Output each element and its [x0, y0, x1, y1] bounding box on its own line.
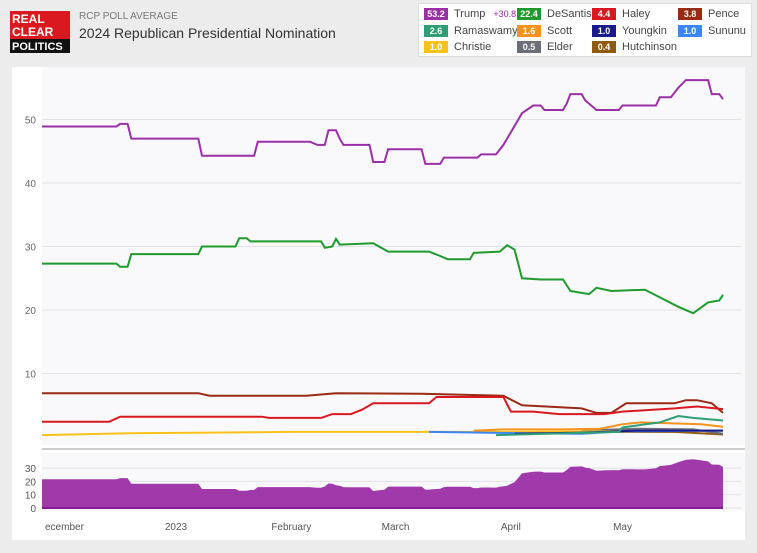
spread-y-tick-label: 30	[25, 464, 37, 475]
series-line-haley[interactable]	[42, 396, 724, 423]
x-tick-label: 2023	[165, 522, 188, 533]
legend-item-christie[interactable]: 1.0 Christie	[424, 40, 491, 54]
legend-item-sununu[interactable]: 1.0 Sununu	[678, 24, 746, 38]
y-tick-label: 20	[25, 306, 37, 317]
series-line-scott[interactable]	[473, 421, 724, 432]
legend: 53.2 Trump +30.8 22.4 DeSantis 4.4 Haley 3.8 Pen…	[418, 3, 752, 57]
y-tick-label: 30	[25, 243, 37, 254]
legend-spread: +30.8	[493, 9, 517, 19]
legend-value-badge: 0.5	[517, 41, 541, 53]
legend-value-badge: 4.4	[592, 8, 616, 20]
legend-name: Hutchinson	[622, 41, 678, 53]
legend-name: Haley	[622, 8, 651, 20]
legend-value-badge: 1.6	[517, 25, 541, 37]
x-tick-label: February	[271, 522, 311, 533]
rcp-logo: REAL CLEAR POLITICS	[10, 11, 70, 53]
series-line-trump[interactable]	[42, 79, 724, 165]
legend-item-hutchinson[interactable]: 0.4 Hutchinson	[592, 40, 677, 54]
spread-y-tick-label: 0	[30, 504, 36, 515]
legend-item-desantis[interactable]: 22.4 DeSantis	[517, 7, 592, 21]
series-line-pence[interactable]	[42, 392, 724, 414]
series-line-christie[interactable]	[41, 429, 724, 437]
x-tick-label: March	[382, 522, 410, 533]
y-tick-label: 10	[25, 370, 37, 381]
legend-item-trump[interactable]: 53.2 Trump +30.8	[424, 7, 516, 21]
legend-value-badge: 1.0	[592, 25, 616, 37]
legend-value-badge: 1.0	[424, 41, 448, 53]
legend-item-scott[interactable]: 1.6 Scott	[517, 24, 572, 38]
svg-text:REAL: REAL	[12, 12, 45, 26]
legend-value-badge: 22.4	[517, 8, 541, 20]
legend-name: Scott	[547, 25, 573, 37]
legend-name: Christie	[454, 41, 492, 53]
series-line-desantis[interactable]	[42, 236, 724, 315]
chart-kicker: RCP POLL AVERAGE	[79, 11, 178, 22]
legend-value-badge: 53.2	[424, 8, 448, 20]
x-tick-label: April	[501, 522, 521, 533]
svg-text:POLITICS: POLITICS	[12, 41, 63, 53]
x-tick-label: ecember	[45, 522, 85, 533]
legend-item-pence[interactable]: 3.8 Pence	[678, 7, 739, 21]
legend-item-elder[interactable]: 0.5 Elder	[517, 40, 573, 54]
x-tick-label: May	[613, 522, 632, 533]
legend-value-badge: 3.8	[678, 8, 702, 20]
svg-text:CLEAR: CLEAR	[12, 25, 54, 39]
spread-y-tick-label: 20	[25, 477, 37, 488]
legend-value-badge: 0.4	[592, 41, 616, 53]
chart-title: 2024 Republican Presidential Nomination	[79, 25, 336, 41]
y-tick-label: 50	[25, 116, 37, 127]
y-tick-label: 40	[25, 179, 37, 190]
legend-name: Pence	[708, 8, 740, 20]
legend-name: Ramaswamy	[454, 25, 518, 37]
series-line-ramaswamy[interactable]	[495, 414, 724, 437]
main-plot-area	[42, 67, 745, 445]
legend-name: Youngkin	[622, 25, 667, 37]
chart-panel: 10 20 30 40 50 0 10 20 30 ecember 2023 February Marc…	[12, 67, 745, 540]
legend-value-badge: 2.6	[424, 25, 448, 37]
legend-name: DeSantis	[547, 8, 592, 20]
legend-name: Sununu	[708, 25, 746, 37]
legend-name: Trump	[454, 8, 486, 20]
poll-chart: 10 20 30 40 50 0 10 20 30 ecember 2023 February Marc…	[25, 67, 745, 533]
legend-item-ramaswamy[interactable]: 2.6 Ramaswamy	[424, 24, 518, 38]
legend-name: Elder	[547, 41, 573, 53]
legend-value-badge: 1.0	[678, 25, 702, 37]
spread-area	[42, 459, 723, 508]
legend-item-haley[interactable]: 4.4 Haley	[592, 7, 650, 21]
legend-item-youngkin[interactable]: 1.0 Youngkin	[592, 24, 667, 38]
spread-y-tick-label: 10	[25, 491, 37, 502]
